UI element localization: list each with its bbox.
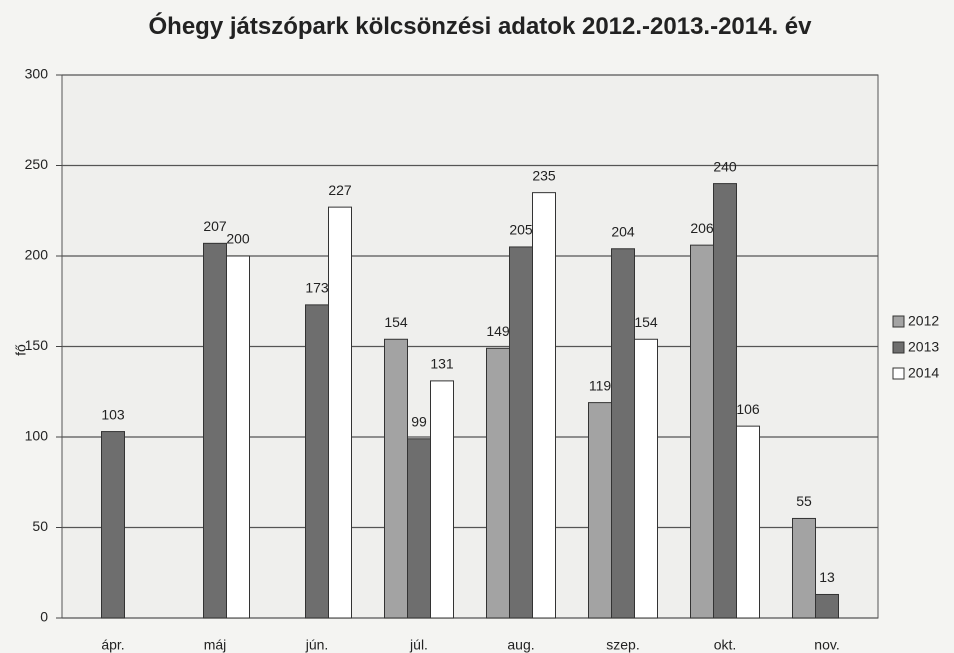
- bar: [101, 431, 125, 619]
- data-label: 206: [690, 220, 714, 236]
- y-tick-label: 50: [32, 518, 48, 534]
- bar: [305, 304, 329, 619]
- bar: [690, 244, 714, 619]
- data-label: 227: [328, 182, 352, 198]
- data-label: 55: [796, 493, 812, 509]
- chart-title: Óhegy játszópark kölcsönzési adatok 2012…: [148, 13, 812, 40]
- legend-swatch: [892, 315, 905, 328]
- bar: [486, 347, 510, 619]
- data-label: 131: [430, 356, 454, 372]
- bar: [634, 338, 658, 619]
- data-label: 106: [736, 401, 760, 417]
- legend-label: 2012: [908, 313, 939, 329]
- y-tick-label: 100: [25, 428, 49, 444]
- data-label: 119: [589, 377, 612, 393]
- x-tick-label: aug.: [507, 637, 534, 653]
- x-tick-label: júl.: [409, 637, 428, 653]
- data-label: 154: [634, 314, 658, 330]
- bar: [815, 593, 839, 619]
- legend-label: 2013: [908, 339, 939, 355]
- bar: [713, 183, 737, 619]
- bar: [384, 338, 408, 619]
- data-label: 235: [532, 167, 556, 183]
- bar: [226, 255, 250, 619]
- bar: [588, 402, 612, 619]
- legend-label: 2014: [908, 365, 939, 381]
- legend-swatch: [892, 341, 905, 354]
- bar: [509, 246, 533, 619]
- data-label: 205: [509, 222, 533, 238]
- x-tick-label: máj: [204, 637, 227, 653]
- y-tick-label: 150: [25, 337, 49, 353]
- data-label: 99: [411, 414, 427, 430]
- data-label: 207: [203, 218, 227, 234]
- y-tick-label: 0: [40, 609, 48, 625]
- x-tick-label: nov.: [814, 637, 839, 653]
- data-label: 200: [226, 231, 250, 247]
- bar: [203, 242, 227, 619]
- x-tick-label: szep.: [606, 637, 639, 653]
- data-label: 173: [305, 280, 329, 296]
- bar: [407, 438, 431, 619]
- y-axis-label: fő: [13, 344, 29, 356]
- bar: [532, 192, 556, 619]
- x-tick-label: jún.: [305, 637, 329, 653]
- data-label: 149: [486, 323, 510, 339]
- legend-swatch: [892, 367, 905, 380]
- data-label: 13: [819, 569, 835, 585]
- data-label: 103: [101, 406, 125, 422]
- data-label: 154: [384, 314, 408, 330]
- bar: [611, 248, 635, 619]
- x-tick-label: ápr.: [101, 637, 124, 653]
- bar: [328, 206, 352, 619]
- y-tick-label: 250: [25, 156, 49, 172]
- data-label: 204: [611, 223, 635, 239]
- bar: [792, 517, 816, 619]
- y-tick-label: 200: [25, 247, 49, 263]
- x-tick-label: okt.: [714, 637, 737, 653]
- data-label: 240: [713, 158, 737, 174]
- y-tick-label: 300: [25, 66, 49, 82]
- bar: [736, 425, 760, 619]
- bar: [430, 380, 454, 619]
